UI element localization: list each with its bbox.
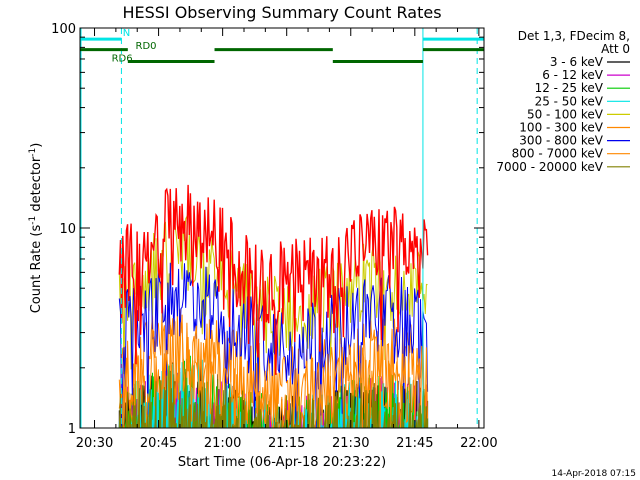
flag-label-n: N bbox=[123, 28, 130, 39]
legend-label: 7000 - 20000 keV bbox=[496, 160, 603, 174]
legend-label: 50 - 100 keV bbox=[527, 107, 604, 121]
data-layer bbox=[118, 184, 429, 428]
y-tick-label: 10 bbox=[59, 222, 76, 237]
series-line bbox=[118, 262, 429, 428]
x-tick-label: 20:30 bbox=[76, 436, 113, 451]
x-tick-label: 21:45 bbox=[396, 436, 433, 451]
x-tick-label: 21:30 bbox=[332, 436, 369, 451]
legend-label: 6 - 12 keV bbox=[542, 68, 604, 82]
series-line-top bbox=[118, 184, 429, 375]
legend-label: 12 - 25 keV bbox=[535, 81, 604, 95]
x-tick-label: 20:45 bbox=[140, 436, 177, 451]
y-tick-label: 100 bbox=[51, 22, 76, 37]
series-line bbox=[118, 318, 429, 428]
x-tick-label: 21:15 bbox=[268, 436, 305, 451]
timestamp: 14-Apr-2018 07:15 bbox=[552, 469, 636, 479]
chart-title: HESSI Observing Summary Count Rates bbox=[122, 3, 441, 22]
axis-layer: 1 10 100 20:30 20:45 21:00 21:15 21:30 21:45 22:0… bbox=[51, 22, 497, 451]
x-tick-label: 21:00 bbox=[204, 436, 241, 451]
legend-label: 800 - 7000 keV bbox=[512, 147, 604, 161]
flag-label-rd6: RD6 bbox=[112, 53, 133, 64]
x-axis-label: Start Time (06-Apr-18 20:23:22) bbox=[178, 455, 386, 470]
series-line bbox=[118, 368, 429, 428]
legend-header-1: Det 1,3, FDecim 8, bbox=[518, 29, 630, 43]
y-axis-label: Count Rate (s-1 detector-1) bbox=[28, 143, 44, 314]
x-tick-label: 22:00 bbox=[460, 436, 497, 451]
flag-label-rd0: RD0 bbox=[136, 41, 157, 52]
legend-label: 25 - 50 keV bbox=[535, 94, 604, 108]
legend-label: 100 - 300 keV bbox=[519, 121, 603, 135]
y-tick-label: 1 bbox=[68, 422, 76, 437]
legend-label: 300 - 800 keV bbox=[519, 134, 603, 148]
legend-header-2: Att 0 bbox=[601, 42, 630, 56]
legend-label: 3 - 6 keV bbox=[550, 55, 604, 69]
